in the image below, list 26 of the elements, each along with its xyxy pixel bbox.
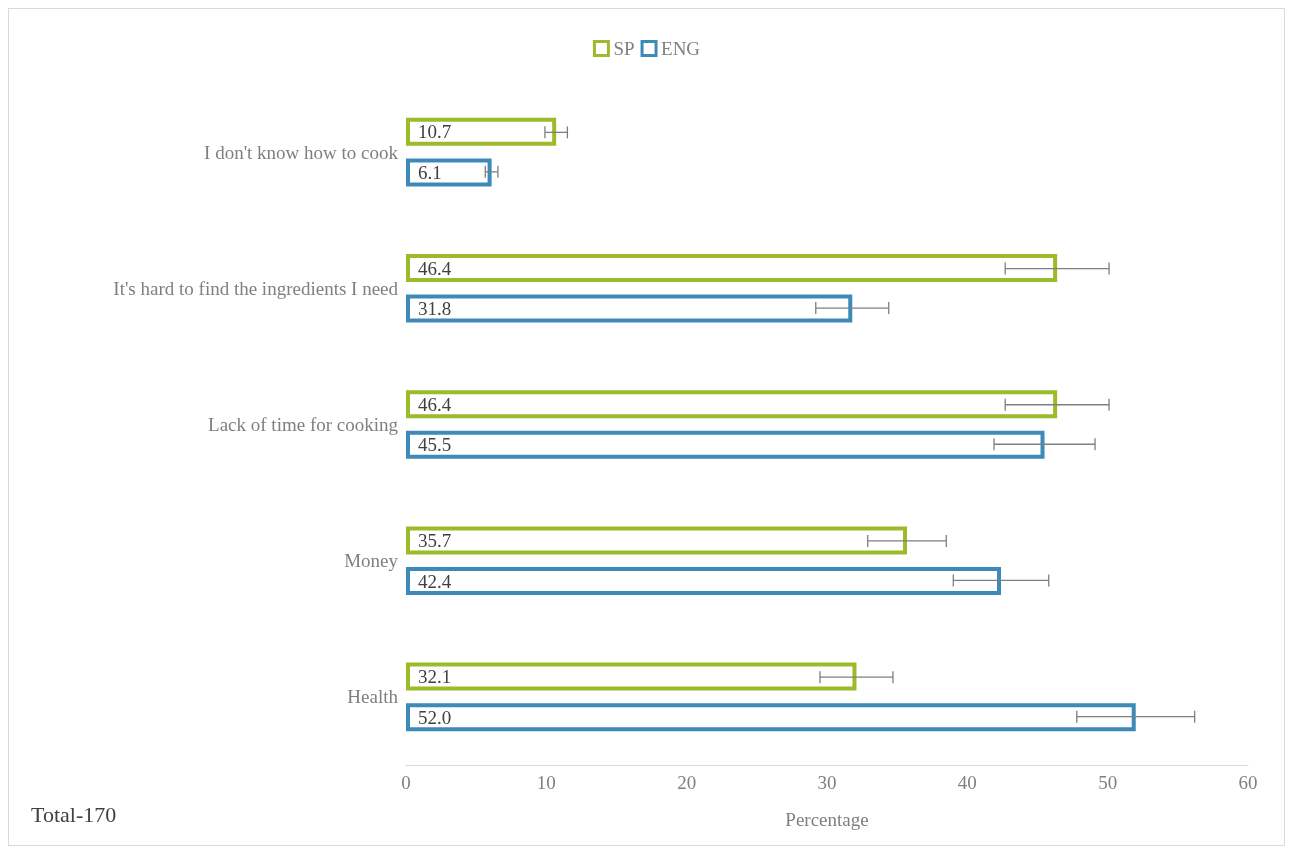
data-label: 42.4 xyxy=(418,570,452,592)
y-tick-label: Lack of time for cooking xyxy=(208,414,399,435)
x-tick-label: 60 xyxy=(1238,772,1258,793)
legend-label: SP xyxy=(613,38,635,59)
x-tick-label: 30 xyxy=(817,772,837,793)
x-axis-title: Percentage xyxy=(785,809,869,830)
x-tick-label: 40 xyxy=(957,772,977,793)
x-tick-label: 10 xyxy=(536,772,556,793)
y-tick-label: It's hard to find the ingredients I need xyxy=(113,277,399,299)
data-label: 52.0 xyxy=(418,706,452,728)
data-label: 6.1 xyxy=(418,161,442,183)
legend-label: ENG xyxy=(661,38,701,59)
y-tick-label: Money xyxy=(344,550,399,572)
data-label: 31.8 xyxy=(418,298,452,320)
x-tick-label: 20 xyxy=(677,772,697,793)
x-tick-label: 50 xyxy=(1098,772,1118,793)
x-tick-label: 0 xyxy=(401,772,411,793)
data-label: 45.5 xyxy=(418,434,452,456)
y-tick-label: Health xyxy=(347,686,399,708)
text: Total-170 xyxy=(31,801,117,827)
data-label: 35.7 xyxy=(418,529,452,551)
data-label: 10.7 xyxy=(418,121,452,143)
data-label: 32.1 xyxy=(418,666,452,688)
y-tick-label: I don't know how to cook xyxy=(204,141,399,163)
data-label: 46.4 xyxy=(418,257,452,279)
data-label: 46.4 xyxy=(418,393,452,415)
